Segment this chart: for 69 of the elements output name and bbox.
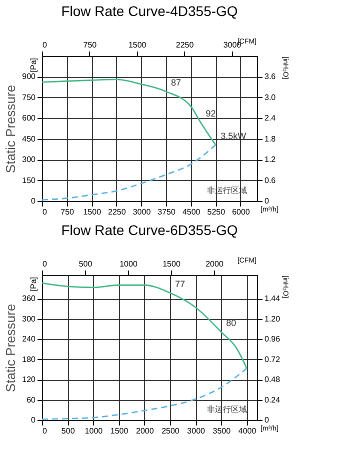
- chart-title: Flow Rate Curve-4D355-GQ: [61, 3, 238, 19]
- x2-tick-label: 1500: [128, 40, 147, 50]
- annotation: 80: [226, 318, 236, 328]
- text: [Pa]: [29, 58, 38, 72]
- x2-tick-label: 2000: [206, 260, 224, 268]
- annotation: 87: [171, 77, 182, 88]
- x-tick-label: 2000: [136, 426, 154, 436]
- y2-tick-label: 0.72: [264, 354, 281, 364]
- y-tick-label: 750: [22, 92, 36, 102]
- x2-tick-label: 0: [42, 40, 48, 50]
- y2-tick-label: 0.6: [264, 176, 276, 185]
- x2-tick-label: 750: [83, 40, 98, 50]
- annotation: 77: [174, 278, 185, 289]
- annotation: 92: [206, 108, 216, 119]
- x-tick-label: 1500: [110, 426, 129, 436]
- chart-title: Flow Rate Curve-6D355-GQ: [61, 222, 238, 238]
- x-tick-label: 5250: [207, 208, 226, 216]
- y2-tick-label: 0: [264, 416, 270, 424]
- y2-tick-label: 0: [264, 196, 270, 206]
- y2-tick-label: 2.4: [264, 114, 276, 123]
- x-tick-label: 500: [61, 426, 76, 436]
- x2-tick-label: 0: [42, 260, 48, 268]
- x-tick-label: 3000: [132, 208, 152, 216]
- x2-tick-label: 2250: [176, 40, 194, 50]
- x-tick-label: 2250: [108, 208, 126, 216]
- y-tick-label: 60: [26, 395, 36, 404]
- x2-tick-label: 1500: [162, 260, 181, 268]
- x-tick-label: 3000: [187, 426, 206, 436]
- y-tick-label: 450: [22, 134, 36, 144]
- x-tick-label: 2500: [162, 426, 180, 436]
- x2-tick-label: 500: [78, 260, 93, 268]
- x-tick-label: 750: [60, 208, 75, 216]
- y-tick-label: 240: [22, 334, 36, 344]
- line-series: [41, 144, 216, 201]
- y2-tick-label: 1.20: [264, 314, 281, 324]
- line-series: [41, 368, 248, 420]
- x-tick-label: 0: [42, 426, 48, 436]
- x-tick-label: 1000: [84, 426, 104, 436]
- y2-tick-label: 3.6: [264, 72, 276, 82]
- y-tick-label: 120: [22, 375, 36, 384]
- x-tick-label: 4000: [238, 426, 257, 436]
- x-tick-label: 6000: [232, 208, 250, 216]
- x-tick-label: 0: [42, 208, 48, 216]
- y-tick-label: 0: [31, 196, 36, 206]
- y2-tick-label: 3.0: [264, 92, 276, 102]
- y2-tick-label: 0.96: [264, 334, 281, 344]
- y-tick-label: 300: [22, 314, 36, 324]
- y-tick-label: 900: [22, 72, 36, 82]
- text: [Pa]: [29, 277, 38, 292]
- y-tick-label: 300: [22, 155, 36, 164]
- y-axis-title: Static Pressure: [3, 304, 18, 392]
- y2-tick-label: 0.48: [264, 375, 281, 384]
- x-tick-label: 3500: [212, 426, 232, 436]
- y-tick-label: 360: [22, 294, 36, 304]
- y-axis-title: Static Pressure: [3, 84, 18, 174]
- line-series: [41, 282, 248, 370]
- x-tick-label: 1500: [83, 208, 102, 216]
- y2-tick-label: 1.44: [264, 294, 281, 304]
- y-tick-label: 180: [22, 354, 36, 364]
- x2-tick-label: 1000: [120, 260, 138, 268]
- y-tick-label: 150: [22, 176, 36, 185]
- x-tick-label: 3750: [158, 208, 176, 216]
- y-tick-label: 600: [22, 114, 36, 123]
- y2-tick-label: 0.24: [264, 395, 281, 404]
- line-series: [41, 78, 216, 146]
- y2-tick-label: 1.8: [264, 134, 276, 144]
- x-tick-label: 4500: [182, 208, 201, 216]
- y-tick-label: 0: [31, 416, 36, 424]
- y2-tick-label: 1.2: [264, 155, 276, 164]
